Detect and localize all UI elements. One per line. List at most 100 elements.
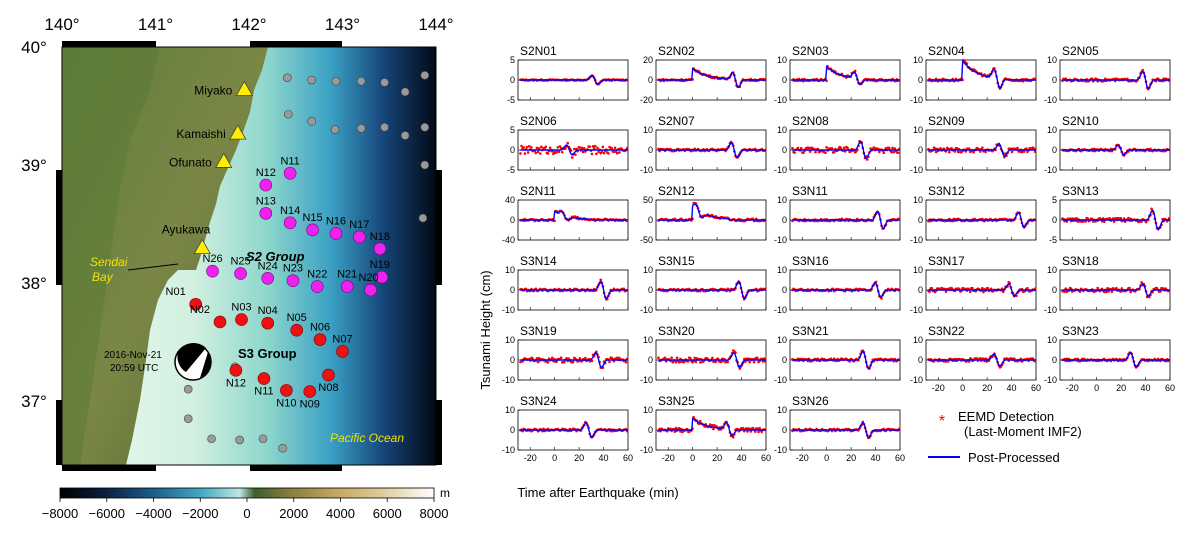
panel-title: S2N08 — [792, 114, 829, 128]
panel-y-tick-label: 0 — [510, 75, 515, 85]
panel-y-tick-label: 0 — [510, 215, 515, 225]
s2-station-label: N17 — [349, 219, 369, 231]
panel-title: S3N12 — [928, 184, 965, 198]
colorbar-tick-label: 2000 — [279, 506, 308, 521]
eemd-point — [580, 146, 584, 150]
s3-station-marker — [303, 385, 317, 398]
grey-station-marker — [356, 124, 366, 133]
eemd-point — [570, 156, 574, 159]
eemd-point — [674, 426, 678, 430]
grey-station-marker — [400, 87, 410, 97]
panel-x-tick-label: 60 — [761, 453, 771, 463]
tide-gauge-triangle — [193, 238, 211, 254]
eemd-point — [986, 286, 990, 290]
eemd-point — [882, 151, 886, 155]
eemd-point — [1106, 286, 1109, 290]
lon-tick-label: 143° — [325, 15, 360, 34]
s2-station-marker — [259, 178, 273, 192]
post-processed-line — [658, 142, 766, 158]
eemd-point — [1025, 147, 1028, 150]
s2-station-marker — [353, 230, 366, 244]
eemd-point — [796, 146, 800, 150]
legend-star-marker: * — [939, 413, 945, 430]
waveform-panel: S3N17 -10 0 10 — [910, 254, 1037, 315]
post-processed-line — [792, 350, 900, 370]
panel-title: S3N11 — [792, 184, 828, 198]
eemd-point — [1119, 216, 1123, 220]
eemd-point — [758, 426, 761, 430]
eemd-point — [557, 150, 561, 153]
lon-tick-label: 144° — [418, 15, 453, 34]
eemd-point — [939, 147, 942, 150]
eemd-point — [593, 144, 597, 148]
post-processed-line — [1062, 70, 1170, 90]
panel-y-tick-label: -10 — [910, 305, 923, 315]
panel-y-tick-label: 50 — [643, 195, 653, 205]
eemd-point — [726, 360, 730, 364]
s2-station-label: N14 — [280, 205, 300, 217]
eemd-point — [1108, 216, 1112, 220]
waveform-panel: S3N13 -5 0 5 — [1049, 184, 1171, 245]
waveform-panel: S3N15 -10 0 10 — [640, 254, 767, 315]
colorbar-tick-label: −4000 — [135, 506, 172, 521]
waveform-panel: S3N21 -10 0 10 — [774, 324, 901, 385]
panel-y-tick-label: 0 — [648, 355, 653, 365]
eemd-point — [551, 150, 554, 153]
waveform-panel: S3N18 -10 0 10 — [1044, 254, 1171, 315]
s2-station-label: N18 — [370, 231, 390, 243]
eemd-point — [624, 360, 628, 364]
panel-title: S3N24 — [520, 394, 557, 408]
panel-x-tick-label: 60 — [895, 453, 905, 463]
panel-y-tick-label: 10 — [913, 335, 923, 345]
eemd-point — [591, 145, 595, 148]
eemd-point — [582, 146, 586, 150]
panel-y-tick-label: -10 — [640, 445, 653, 455]
eemd-point — [584, 356, 587, 360]
eemd-point — [535, 357, 539, 360]
eemd-point — [984, 357, 987, 360]
eemd-point — [670, 356, 673, 360]
waveform-panel: S2N11 -40 0 40 — [502, 184, 629, 245]
waveform-panel: S2N03 -10 0 10 — [774, 44, 901, 105]
colorbar-unit: m — [440, 486, 450, 500]
panel-y-tick-label: 0 — [648, 215, 653, 225]
panel-x-tick-label: 40 — [1007, 383, 1017, 393]
eemd-point — [678, 360, 681, 364]
eemd-point — [711, 423, 714, 427]
eemd-point — [891, 146, 894, 150]
s2-station-marker — [329, 227, 343, 240]
panel-y-tick-label: 0 — [1052, 215, 1057, 225]
s2-station-marker — [306, 223, 319, 237]
eemd-point — [1122, 217, 1126, 220]
panel-y-tick-label: -10 — [502, 445, 515, 455]
panel-title: S3N19 — [520, 324, 557, 338]
eemd-point — [1119, 290, 1123, 293]
eemd-point — [839, 146, 843, 150]
panel-y-tick-label: 0 — [782, 75, 787, 85]
eemd-point — [893, 147, 897, 150]
latitude-tick-labels: 40° 39° 38° 37° — [21, 38, 47, 411]
s2-station-marker — [261, 271, 275, 285]
grey-station-marker — [183, 414, 193, 424]
panel-y-tick-label: -20 — [640, 95, 653, 105]
map-terrain — [62, 47, 436, 465]
panel-x-tick-label: 20 — [846, 453, 856, 463]
panel-y-tick-label: 10 — [643, 265, 653, 275]
eemd-point — [748, 360, 752, 364]
eemd-point — [967, 360, 971, 363]
eemd-point — [537, 147, 541, 150]
post-processed-line — [928, 283, 1036, 297]
s2-station-label: N15 — [302, 212, 322, 224]
s2-station-marker — [283, 216, 297, 230]
eemd-point — [1110, 290, 1114, 293]
colorbar-ticks: −8000 −6000 −4000 −2000 0 2000 4000 6000 8000 — [42, 498, 448, 521]
eemd-point — [602, 151, 606, 155]
eemd-point — [1128, 286, 1131, 290]
grey-station-marker — [331, 76, 341, 86]
panel-title: S2N04 — [928, 44, 965, 58]
city-label: Ayukawa — [162, 223, 211, 237]
post-processed-line — [792, 65, 900, 86]
post-processed-line — [928, 59, 1036, 90]
grey-station-marker — [283, 73, 292, 82]
panel-y-tick-label: 10 — [643, 405, 653, 415]
